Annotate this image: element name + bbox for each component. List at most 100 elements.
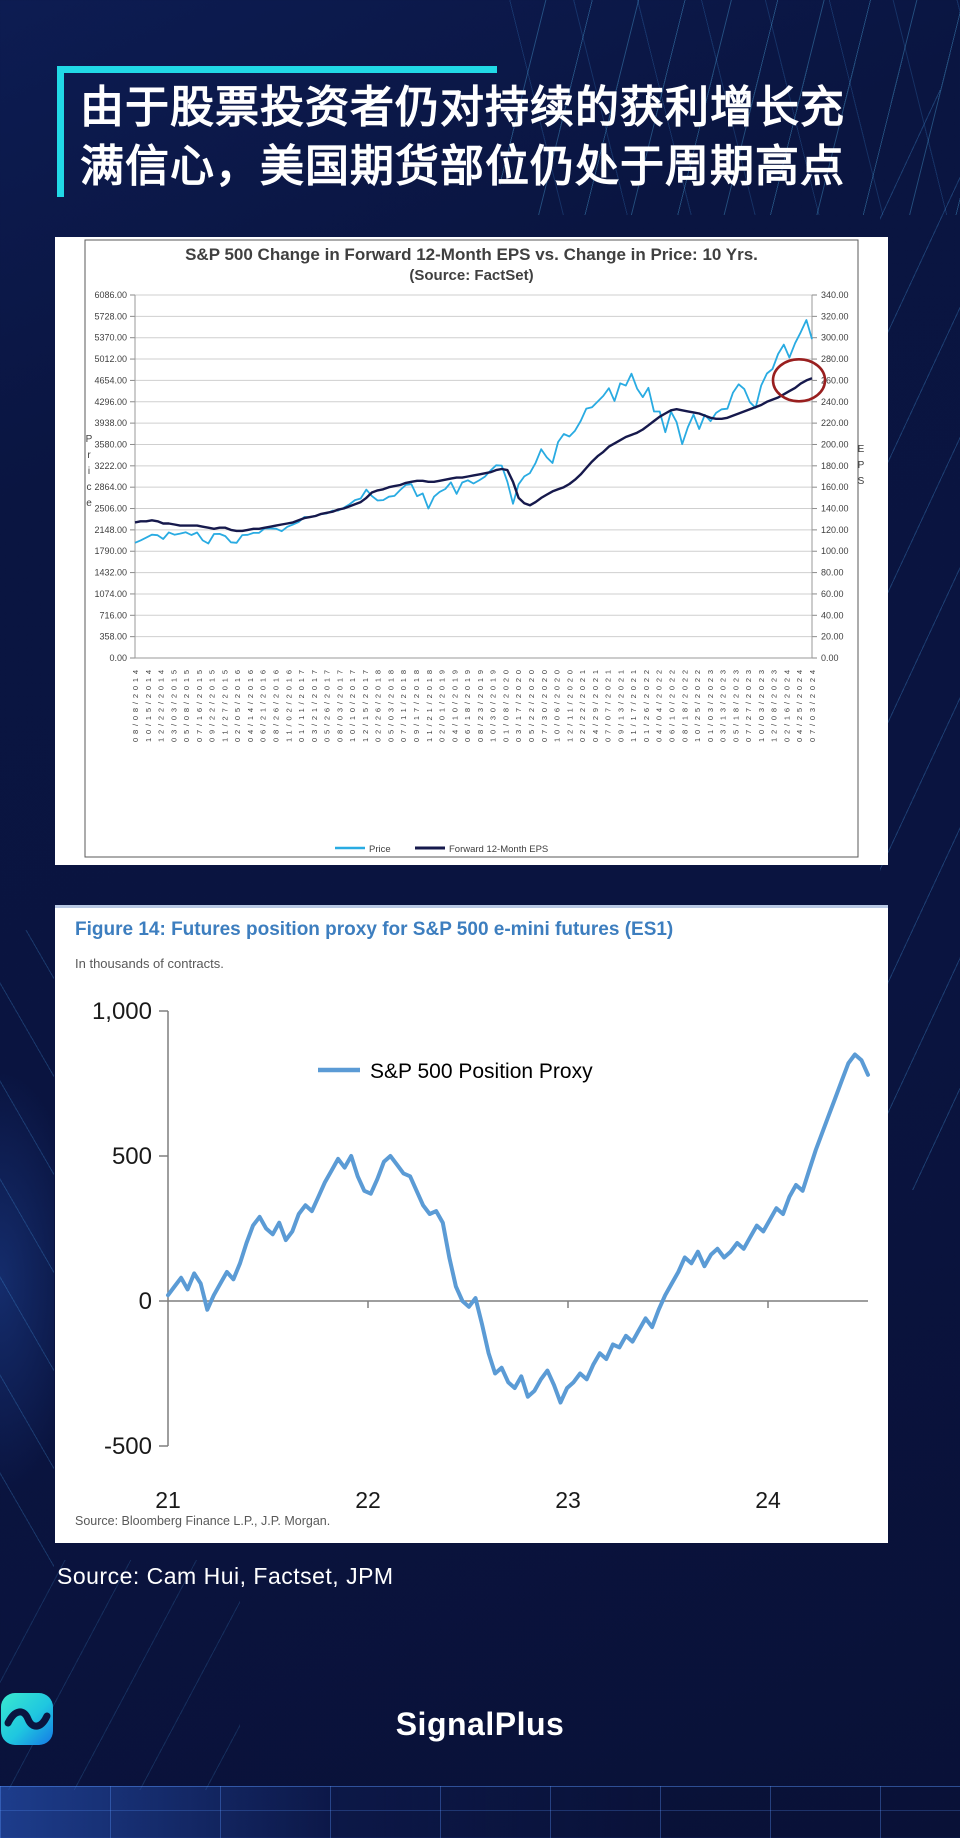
left-axis-title: e (86, 498, 92, 509)
left-axis-tick-label: 3580.00 (94, 439, 127, 449)
page-title-line1: 由于股票投资者仍对持续的获利增长充 (80, 83, 845, 132)
left-axis-tick-label: 4296.00 (94, 397, 127, 407)
x-axis-date-label: 04/25/2024 (795, 670, 804, 742)
series-line-price (134, 319, 813, 545)
x-axis-date-label: 12/22/2014 (157, 670, 166, 742)
page-source-note: Source: Cam Hui, Factset, JPM (57, 1563, 394, 1589)
left-axis-tick-label: 5370.00 (94, 333, 127, 343)
y-axis-tick-label: -500 (104, 1433, 152, 1460)
right-axis-tick-label: 0.00 (821, 653, 839, 663)
left-axis-title: r (87, 450, 91, 461)
x-axis-date-label: 07/03/2024 (808, 670, 817, 742)
x-axis-date-label: 05/18/2023 (731, 670, 740, 742)
x-axis-date-label: 04/29/2021 (591, 670, 600, 742)
page-title-line2: 满信心，美国期货部位仍处于周期高点 (80, 142, 845, 191)
x-axis-date-label: 07/27/2023 (744, 670, 753, 742)
x-axis-date-label: 05/08/2015 (182, 670, 191, 742)
x-axis-date-label: 10/06/2020 (553, 670, 562, 742)
x-axis-year-label: 21 (155, 1487, 181, 1513)
right-axis-tick-label: 180.00 (821, 461, 849, 471)
left-axis-tick-label: 0.00 (109, 653, 127, 663)
left-axis-tick-label: 6086.00 (94, 290, 127, 300)
left-axis-tick-label: 1074.00 (94, 589, 127, 599)
x-axis-date-label: 01/11/2017 (297, 670, 306, 742)
y-axis-tick-label: 1,000 (92, 998, 152, 1025)
figure-title: Figure 14: Futures position proxy for S&… (75, 919, 674, 940)
x-axis-date-label: 08/18/2022 (680, 670, 689, 742)
left-axis-tick-label: 2148.00 (94, 525, 127, 535)
y-axis-tick-label: 0 (139, 1288, 152, 1315)
diagonal-lines-decoration-right (880, 90, 960, 1190)
brand-logo: SignalPlus (0, 1692, 960, 1756)
x-axis-date-label: 02/01/2019 (438, 670, 447, 742)
x-axis-date-label: 12/15/2017 (361, 670, 370, 742)
right-axis-tick-label: 20.00 (821, 632, 844, 642)
signalplus-logo-icon (1, 1693, 53, 1745)
x-axis-date-label: 04/14/2016 (246, 670, 255, 742)
x-axis-date-label: 04/04/2022 (655, 670, 664, 742)
futures-proxy-plot: 1,000 500 0 -500 21 22 23 24 S&P 500 Position Pr… (92, 998, 870, 1513)
right-axis-title: E (858, 444, 865, 455)
factset-chart-subtitle: (Source: FactSet) (409, 267, 534, 284)
series-line-forward-12-month-eps (134, 377, 813, 533)
accent-bar-left (57, 66, 64, 197)
factset-chart-title: S&P 500 Change in Forward 12-Month EPS v… (185, 245, 758, 264)
x-axis-date-label: 11/02/2016 (284, 670, 293, 742)
left-axis-tick-label: 358.00 (99, 632, 127, 642)
x-axis-date-label: 05/26/2017 (323, 670, 332, 742)
x-axis-date-label: 03/03/2015 (169, 670, 178, 742)
x-axis-date-label: 06/18/2019 (463, 670, 472, 742)
x-axis-date-label: 03/17/2020 (514, 670, 523, 742)
right-axis-tick-label: 100.00 (821, 546, 849, 556)
x-axis-date-label: 08/23/2019 (476, 670, 485, 742)
x-axis-date-label: 02/16/2024 (782, 670, 791, 742)
left-axis-tick-label: 3222.00 (94, 461, 127, 471)
legend-label: S&P 500 Position Proxy (370, 1060, 593, 1083)
accent-bar-top (57, 66, 497, 73)
right-axis-tick-label: 340.00 (821, 290, 849, 300)
x-axis-date-label: 11/27/2015 (220, 670, 229, 742)
left-axis-tick-label: 716.00 (99, 610, 127, 620)
factset-chart-plot: 6086.00 340.00 5728.00 320.00 5370.00 300.00 5… (84, 239, 865, 858)
x-axis-date-label: 12/08/2023 (770, 670, 779, 742)
right-axis-tick-label: 40.00 (821, 610, 844, 620)
left-axis-tick-label: 4654.00 (94, 375, 127, 385)
right-axis-tick-label: 220.00 (821, 418, 849, 428)
right-axis-tick-label: 160.00 (821, 482, 849, 492)
x-axis-date-label: 04/10/2019 (450, 670, 459, 742)
x-axis-date-label: 01/08/2020 (501, 670, 510, 742)
diagonal-lines-decoration-left (0, 930, 54, 1570)
left-axis-tick-label: 1432.00 (94, 568, 127, 578)
left-axis-tick-label: 2864.00 (94, 482, 127, 492)
x-axis-date-label: 07/16/2015 (195, 670, 204, 742)
brand-name: SignalPlus (395, 1705, 565, 1742)
legend-label: Price (369, 844, 391, 855)
x-axis-date-label: 11/21/2018 (425, 670, 434, 742)
x-axis-date-label: 02/26/2018 (374, 670, 383, 742)
x-axis-date-label: 03/21/2017 (310, 670, 319, 742)
x-axis-date-label: 10/15/2014 (144, 670, 153, 742)
x-axis-date-label: 11/17/2021 (629, 670, 638, 742)
x-axis-date-label: 05/03/2018 (386, 670, 395, 742)
right-axis-tick-label: 200.00 (821, 439, 849, 449)
x-axis-date-label: 09/17/2018 (412, 670, 421, 742)
footer-grid-band-decoration (0, 1786, 960, 1838)
futures-proxy-chart-panel: Figure 14: Futures position proxy for S&… (55, 905, 888, 1543)
right-axis-tick-label: 60.00 (821, 589, 844, 599)
x-axis-date-label: 09/13/2021 (616, 670, 625, 742)
left-axis-tick-label: 3938.00 (94, 418, 127, 428)
x-axis-date-label: 08/08/2014 (131, 670, 140, 742)
left-axis-title: P (86, 434, 93, 445)
factset-chart-panel: S&P 500 Change in Forward 12-Month EPS v… (55, 237, 888, 865)
x-axis-date-label: 02/22/2021 (578, 670, 587, 742)
right-axis-tick-label: 300.00 (821, 333, 849, 343)
x-axis-date-label: 10/03/2023 (757, 670, 766, 742)
x-axis-year-label: 23 (555, 1487, 581, 1513)
x-axis-year-label: 24 (755, 1487, 781, 1513)
right-axis-tick-label: 320.00 (821, 311, 849, 321)
y-axis-tick-label: 500 (112, 1143, 152, 1170)
left-axis-tick-label: 1790.00 (94, 546, 127, 556)
eps-highlight-circle-annotation (771, 357, 827, 403)
x-axis-date-label: 05/22/2020 (527, 670, 536, 742)
right-axis-tick-label: 280.00 (821, 354, 849, 364)
